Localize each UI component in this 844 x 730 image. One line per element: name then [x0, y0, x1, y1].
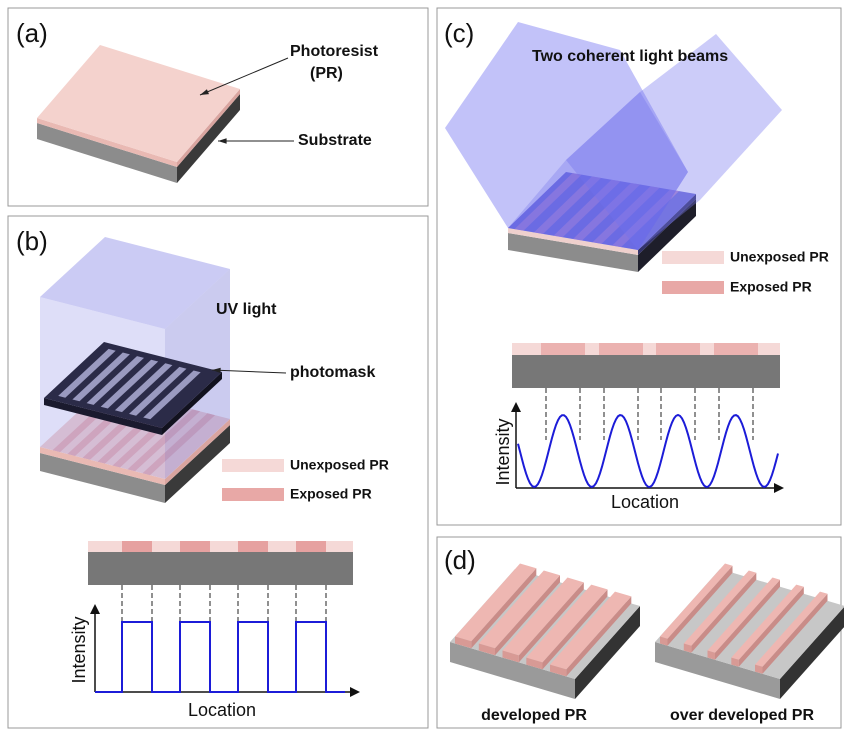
- substrate: [88, 552, 353, 585]
- substrate: [512, 355, 780, 388]
- y-axis-label: Intensity: [69, 616, 89, 683]
- panel-label: (b): [16, 226, 48, 256]
- figure: (a) Photoresist (PR) Substrate (b) UV li…: [0, 0, 844, 730]
- panel-label: (c): [444, 18, 474, 48]
- exposed-pr: [238, 541, 268, 552]
- photoresist-label: (PR): [310, 65, 343, 82]
- x-axis-label: Location: [188, 700, 256, 720]
- x-axis-label: Location: [611, 492, 679, 512]
- legend-label: Unexposed PR: [730, 249, 829, 265]
- exposed-pr: [180, 541, 210, 552]
- legend-label: Unexposed PR: [290, 457, 389, 473]
- legend-swatch: [662, 281, 724, 294]
- legend-swatch: [222, 488, 284, 501]
- legend-swatch: [662, 251, 724, 264]
- legend-swatch: [222, 459, 284, 472]
- intensity-curve: [95, 622, 345, 692]
- exposed-pr: [599, 343, 643, 355]
- axis-arrow: [774, 483, 784, 493]
- photoresist-label: Photoresist: [290, 43, 379, 60]
- panel-label: (d): [444, 545, 476, 575]
- panel-label: (a): [16, 18, 48, 48]
- axis-arrow: [511, 402, 521, 412]
- axis-arrow: [90, 604, 100, 614]
- shapes: [37, 22, 844, 699]
- caption: over developed PR: [670, 707, 814, 724]
- caption: developed PR: [481, 707, 587, 724]
- uv-light-label: UV light: [216, 301, 277, 318]
- substrate-label: Substrate: [298, 132, 372, 149]
- exposed-pr: [656, 343, 700, 355]
- exposed-pr: [296, 541, 326, 552]
- intensity-curve: [518, 415, 778, 487]
- legend-label: Exposed PR: [730, 279, 812, 295]
- exposed-pr: [541, 343, 585, 355]
- exposed-pr: [122, 541, 152, 552]
- arrow: [200, 58, 288, 95]
- axis-arrow: [350, 687, 360, 697]
- arrow-head: [218, 138, 227, 143]
- photomask-label: photomask: [290, 364, 375, 381]
- beams-label: Two coherent light beams: [532, 48, 728, 65]
- y-axis-label: Intensity: [493, 418, 513, 485]
- exposed-pr: [714, 343, 758, 355]
- legend-label: Exposed PR: [290, 486, 372, 502]
